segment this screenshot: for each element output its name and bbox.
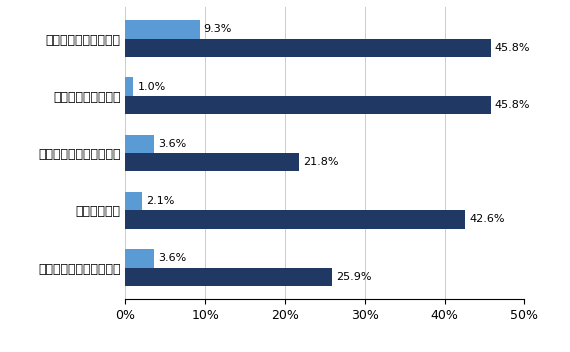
Text: 3.6%: 3.6% <box>158 253 186 263</box>
Text: 21.8%: 21.8% <box>303 157 339 167</box>
Bar <box>125 249 154 268</box>
Text: 45.8%: 45.8% <box>495 43 530 53</box>
Bar <box>125 96 491 114</box>
Text: 2.1%: 2.1% <box>146 196 174 206</box>
Text: 1.0%: 1.0% <box>137 82 166 92</box>
Bar <box>125 210 465 229</box>
Bar <box>125 77 133 96</box>
Bar <box>125 268 332 286</box>
Text: 25.9%: 25.9% <box>336 272 372 282</box>
Text: 3.6%: 3.6% <box>158 139 186 149</box>
Bar <box>125 192 142 210</box>
Bar <box>125 153 299 171</box>
Bar <box>125 39 491 57</box>
Text: 42.6%: 42.6% <box>469 214 505 225</box>
Bar <box>125 20 200 39</box>
Bar <box>125 135 154 153</box>
Text: 9.3%: 9.3% <box>203 24 232 34</box>
Text: 45.8%: 45.8% <box>495 100 530 110</box>
